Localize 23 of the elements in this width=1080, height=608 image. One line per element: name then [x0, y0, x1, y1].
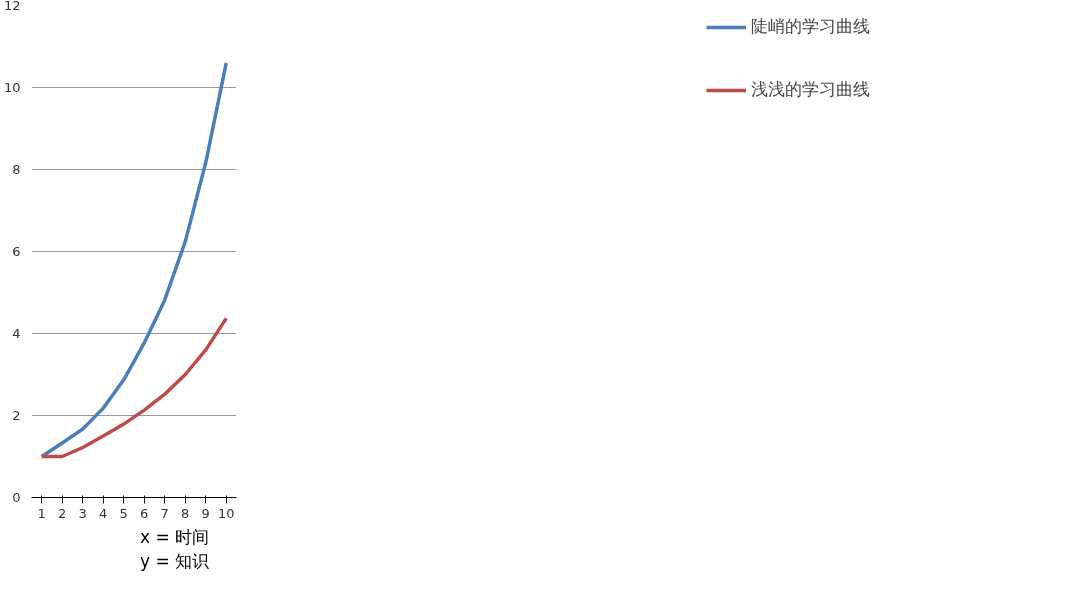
x-tick-label: 1: [37, 505, 46, 521]
legend-label: 浅浅的学习曲线: [751, 78, 870, 101]
line-series: [40, 316, 228, 459]
y-tick-label: 0: [12, 490, 21, 505]
y-tick-label: 2: [12, 408, 21, 423]
y-tick-label: 6: [12, 244, 21, 259]
legend-label: 陡峭的学习曲线: [751, 15, 870, 38]
x-tick-label: 5: [119, 505, 128, 521]
y-tick-label: 10: [3, 80, 21, 95]
x-tick-label: 9: [201, 505, 210, 521]
x-tick-label: 3: [78, 505, 87, 521]
text: y = 知识: [140, 551, 210, 572]
x-tick-label: 7: [160, 505, 169, 521]
x-tick-label: 8: [181, 505, 190, 521]
text: x = 时间: [140, 527, 210, 547]
y-tick-label: 4: [12, 326, 21, 341]
x-tick-label: 10: [217, 505, 235, 521]
line-series: [40, 61, 228, 459]
x-tick-label: 4: [99, 505, 108, 521]
y-tick-label: 12: [3, 0, 21, 13]
x-tick-label: 2: [58, 505, 67, 521]
y-tick-label: 8: [12, 162, 21, 177]
x-tick-label: 6: [140, 505, 149, 521]
